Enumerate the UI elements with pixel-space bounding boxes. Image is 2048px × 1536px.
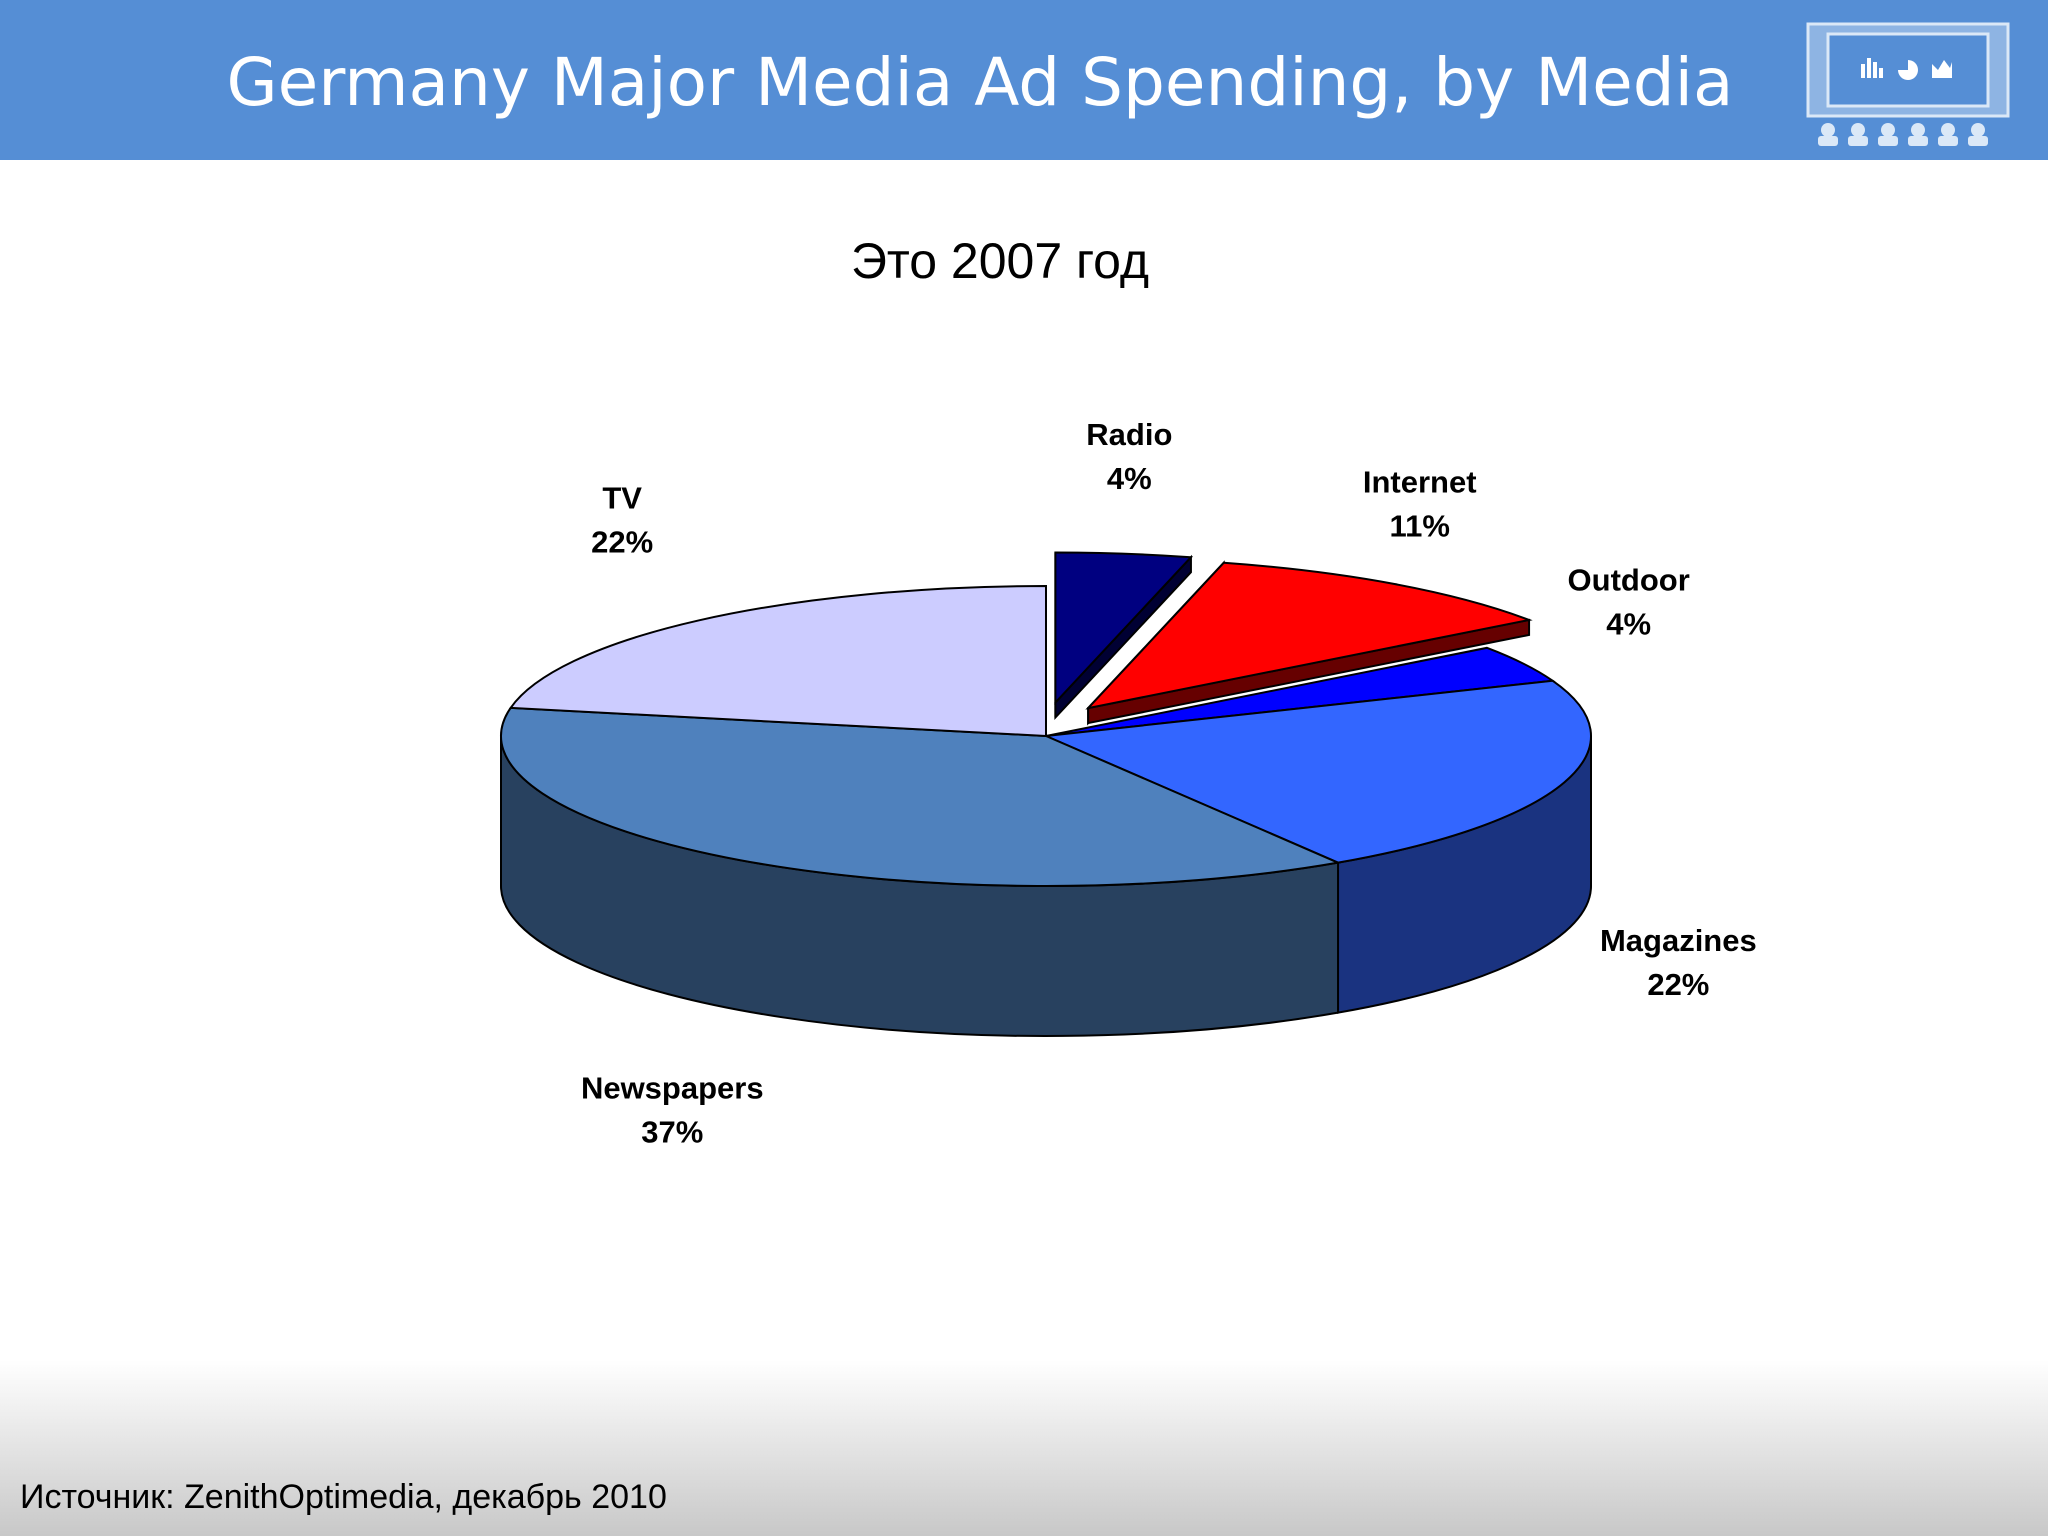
- data-label-name: Magazines: [1600, 923, 1757, 958]
- footer-band: [0, 1360, 2048, 1536]
- data-label-name: TV: [602, 480, 642, 515]
- pie-slice-radio: [1054, 551, 1194, 706]
- data-label-name: Newspapers: [581, 1071, 764, 1106]
- source-note: Источник: ZenithOptimedia, декабрь 2010: [20, 1478, 667, 1516]
- data-label-value: 22%: [1647, 967, 1709, 1002]
- data-label-radio: Radio 4%: [1086, 417, 1172, 496]
- data-label-value: 37%: [641, 1115, 703, 1150]
- data-label-magazines: Magazines 22%: [1600, 923, 1757, 1002]
- presentation-audience-icon: [1806, 22, 2010, 146]
- data-label-value: 11%: [1390, 508, 1450, 543]
- data-label-value: 4%: [1107, 461, 1152, 496]
- data-label-outdoor: Outdoor 4%: [1568, 563, 1690, 642]
- pie-tops: [500, 551, 1592, 888]
- data-label-name: Radio: [1086, 417, 1172, 452]
- data-label-tv: TV 22%: [591, 480, 653, 559]
- slide-header: Germany Major Media Ad Spending, by Medi…: [0, 0, 2048, 160]
- pie-slice-magazines: [1042, 679, 1592, 864]
- data-label-name: Internet: [1363, 464, 1477, 499]
- data-label-name: Outdoor: [1568, 563, 1690, 598]
- pie-slice-newspapers: [500, 706, 1342, 888]
- data-label-value: 4%: [1606, 607, 1651, 642]
- data-label-value: 22%: [591, 524, 653, 559]
- data-label-newspapers: Newspapers 37%: [581, 1071, 764, 1150]
- chart-title: Это 2007 год: [850, 233, 1150, 289]
- data-label-internet: Internet 11%: [1363, 464, 1477, 543]
- pie-chart: Radio 4% Internet 11% Outdoor 4% Magazines 22% N…: [500, 417, 1757, 1150]
- pie-slice-tv: [508, 584, 1047, 738]
- slide-title: Germany Major Media Ad Spending, by Medi…: [226, 44, 1734, 121]
- pie-slice-internet: [1085, 561, 1533, 710]
